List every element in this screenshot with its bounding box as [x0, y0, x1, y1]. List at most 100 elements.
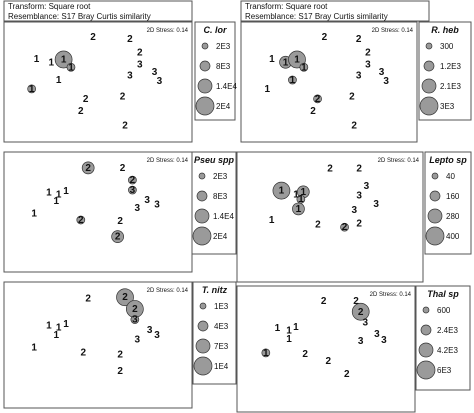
- sample-label: 1: [279, 186, 285, 197]
- header-box-2: [240, 0, 430, 22]
- legend-value: 8E3: [216, 62, 231, 71]
- legend-value: 4.2E3: [437, 346, 458, 355]
- legend-bubble: [197, 320, 209, 332]
- abundance-bubble: [76, 215, 86, 225]
- resemblance-label: Resemblance: S17 Bray Curtis similarity: [245, 12, 388, 21]
- sample-label: 2: [310, 106, 316, 117]
- sample-label: 1: [296, 204, 302, 215]
- abundance-bubble: [111, 230, 125, 243]
- sample-label: 1: [286, 334, 292, 345]
- sample-label: 1: [294, 54, 300, 65]
- legend-bubble: [422, 306, 430, 314]
- sample-label: 1: [46, 187, 52, 198]
- sample-label: 2: [80, 347, 86, 358]
- sample-label: 1: [31, 208, 37, 219]
- stress-label: 2D Stress: 0.14: [372, 28, 414, 34]
- sample-label: 2: [90, 32, 96, 43]
- stress-label: 2D Stress: 0.14: [147, 28, 189, 34]
- abundance-bubble: [272, 181, 291, 200]
- sample-label: 3: [356, 191, 362, 202]
- sample-label: 3: [130, 185, 136, 196]
- sample-label: 3: [358, 336, 364, 347]
- legend-value: 2.4E3: [437, 326, 458, 335]
- sample-label: 1: [263, 348, 269, 359]
- sample-label: 3: [363, 317, 369, 328]
- abundance-bubble: [128, 185, 137, 195]
- sample-label: 1: [293, 322, 299, 333]
- legend-value: 1.4E4: [213, 212, 234, 221]
- legend-value: 1E4: [214, 362, 229, 371]
- sample-label: 3: [364, 181, 370, 192]
- sample-label: 2: [326, 356, 332, 367]
- abundance-bubble: [116, 288, 134, 307]
- legend-title: C. lor: [203, 25, 226, 35]
- sample-label: 3: [152, 67, 158, 78]
- sample-label: 1: [301, 187, 307, 198]
- sample-label: 2: [356, 164, 362, 175]
- transform-label: Transform: Square root: [8, 2, 91, 11]
- legend-value: 1.4E4: [216, 82, 237, 91]
- sample-label: 2: [122, 292, 128, 303]
- legend-value: 1.2E3: [440, 62, 461, 71]
- legend-value: 160: [446, 192, 460, 201]
- legend-bubble: [194, 208, 210, 224]
- sample-label: 3: [365, 59, 371, 70]
- abundance-bubble: [130, 315, 140, 324]
- stress-label: 2D Stress: 0.14: [147, 158, 189, 164]
- legend-value: 3E3: [440, 102, 455, 111]
- sample-label: 3: [144, 195, 150, 206]
- legend-bubble: [195, 338, 211, 354]
- legend-title: R. heb: [431, 25, 459, 35]
- abundance-bubble: [66, 62, 76, 72]
- legend-bubble: [421, 78, 437, 94]
- legend-bubble: [425, 226, 445, 246]
- abundance-bubble: [340, 222, 349, 232]
- legend-value: 2E3: [213, 172, 228, 181]
- sample-label: 1: [301, 62, 307, 73]
- sample-label: 3: [135, 203, 141, 214]
- legend-value: 2E4: [213, 232, 228, 241]
- sample-label: 3: [147, 325, 153, 336]
- sample-label: 1: [298, 194, 304, 205]
- sample-label: 1: [53, 196, 59, 207]
- sample-label: 2: [117, 216, 123, 227]
- legend-bubble: [195, 96, 215, 116]
- legend-bubble: [429, 190, 441, 202]
- sample-label: 2: [117, 366, 123, 377]
- legend-value: 400: [446, 232, 460, 241]
- sample-label: 2: [115, 232, 121, 243]
- legend-bubble: [419, 96, 439, 116]
- header-box-1: [3, 0, 193, 22]
- sample-label: 1: [31, 343, 37, 354]
- sample-label: 2: [83, 94, 89, 105]
- sample-label: 2: [315, 220, 321, 231]
- abundance-bubble: [81, 161, 95, 175]
- sample-label: 1: [61, 54, 67, 65]
- legend-bubble: [192, 226, 212, 246]
- legend-value: 600: [437, 306, 451, 315]
- sample-label: 1: [56, 189, 62, 200]
- sample-label: 2: [132, 304, 138, 315]
- legend-value: 7E3: [214, 342, 229, 351]
- abundance-bubble: [54, 50, 73, 69]
- legend-bubble: [423, 60, 435, 72]
- sample-label: 2: [137, 47, 143, 58]
- sample-label: 2: [342, 222, 348, 233]
- sample-label: 2: [358, 307, 364, 318]
- sample-label: 3: [135, 334, 141, 345]
- legend-bubble: [193, 356, 213, 376]
- abundance-bubble: [27, 84, 37, 94]
- abundance-bubble: [292, 202, 305, 216]
- sample-label: 2: [130, 175, 136, 186]
- sample-label: 3: [374, 329, 380, 340]
- sample-label: 3: [154, 330, 160, 341]
- sample-label: 3: [132, 315, 138, 326]
- sample-label: 3: [154, 199, 160, 210]
- abundance-bubble: [261, 348, 271, 358]
- legend-value: 280: [446, 212, 460, 221]
- sample-label: 2: [349, 92, 355, 103]
- legend-title: Thal sp: [427, 289, 459, 299]
- stress-label: 2D Stress: 0.14: [378, 158, 420, 164]
- abundance-bubble: [288, 50, 306, 69]
